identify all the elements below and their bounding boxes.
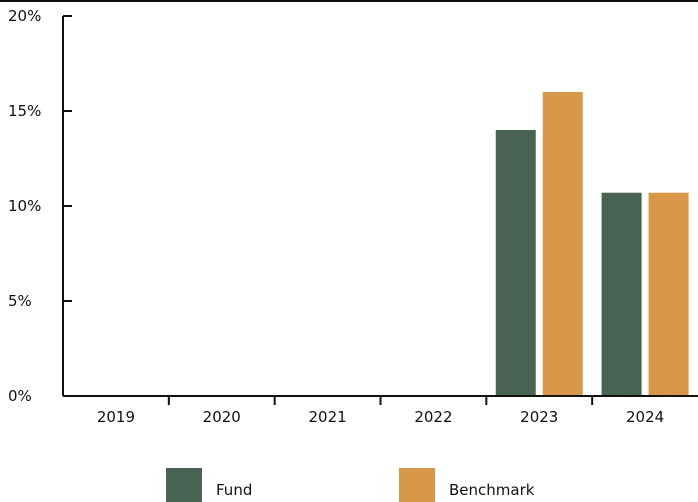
x-tick-label-2023: 2023 bbox=[520, 408, 558, 426]
y-tick-label-15: 15% bbox=[8, 102, 41, 120]
legend-swatch-benchmark bbox=[399, 468, 435, 502]
legend-label-fund: Fund bbox=[216, 481, 253, 499]
x-tick-label-2020: 2020 bbox=[203, 408, 241, 426]
bar-benchmark-2023 bbox=[542, 92, 583, 396]
bar-benchmark-2024 bbox=[648, 192, 689, 396]
bar-fund-2023 bbox=[495, 130, 536, 396]
bars bbox=[495, 92, 689, 396]
legend-swatch-fund bbox=[166, 468, 202, 502]
y-tick-label-20: 20% bbox=[8, 7, 41, 25]
y-tick-label-5: 5% bbox=[8, 292, 32, 310]
legend-label-benchmark: Benchmark bbox=[449, 481, 535, 499]
legend: Fund Benchmark bbox=[0, 468, 698, 502]
x-tick-label-2021: 2021 bbox=[308, 408, 346, 426]
y-tick-label-10: 10% bbox=[8, 197, 41, 215]
bar-fund-2024 bbox=[601, 192, 642, 396]
x-tick-label-2022: 2022 bbox=[414, 408, 452, 426]
legend-item-benchmark: Benchmark bbox=[399, 468, 534, 502]
bar-chart: 0% 5% 10% 15% 20% 2019 2020 2021 2022 2023 2024 bbox=[0, 0, 698, 426]
x-tick-label-2019: 2019 bbox=[97, 408, 135, 426]
x-tick-label-2024: 2024 bbox=[626, 408, 664, 426]
axes: 0% 5% 10% 15% 20% 2019 2020 2021 2022 2023 2024 bbox=[0, 0, 698, 426]
legend-item-fund: Fund bbox=[166, 468, 252, 502]
y-tick-label-0: 0% bbox=[8, 387, 32, 405]
